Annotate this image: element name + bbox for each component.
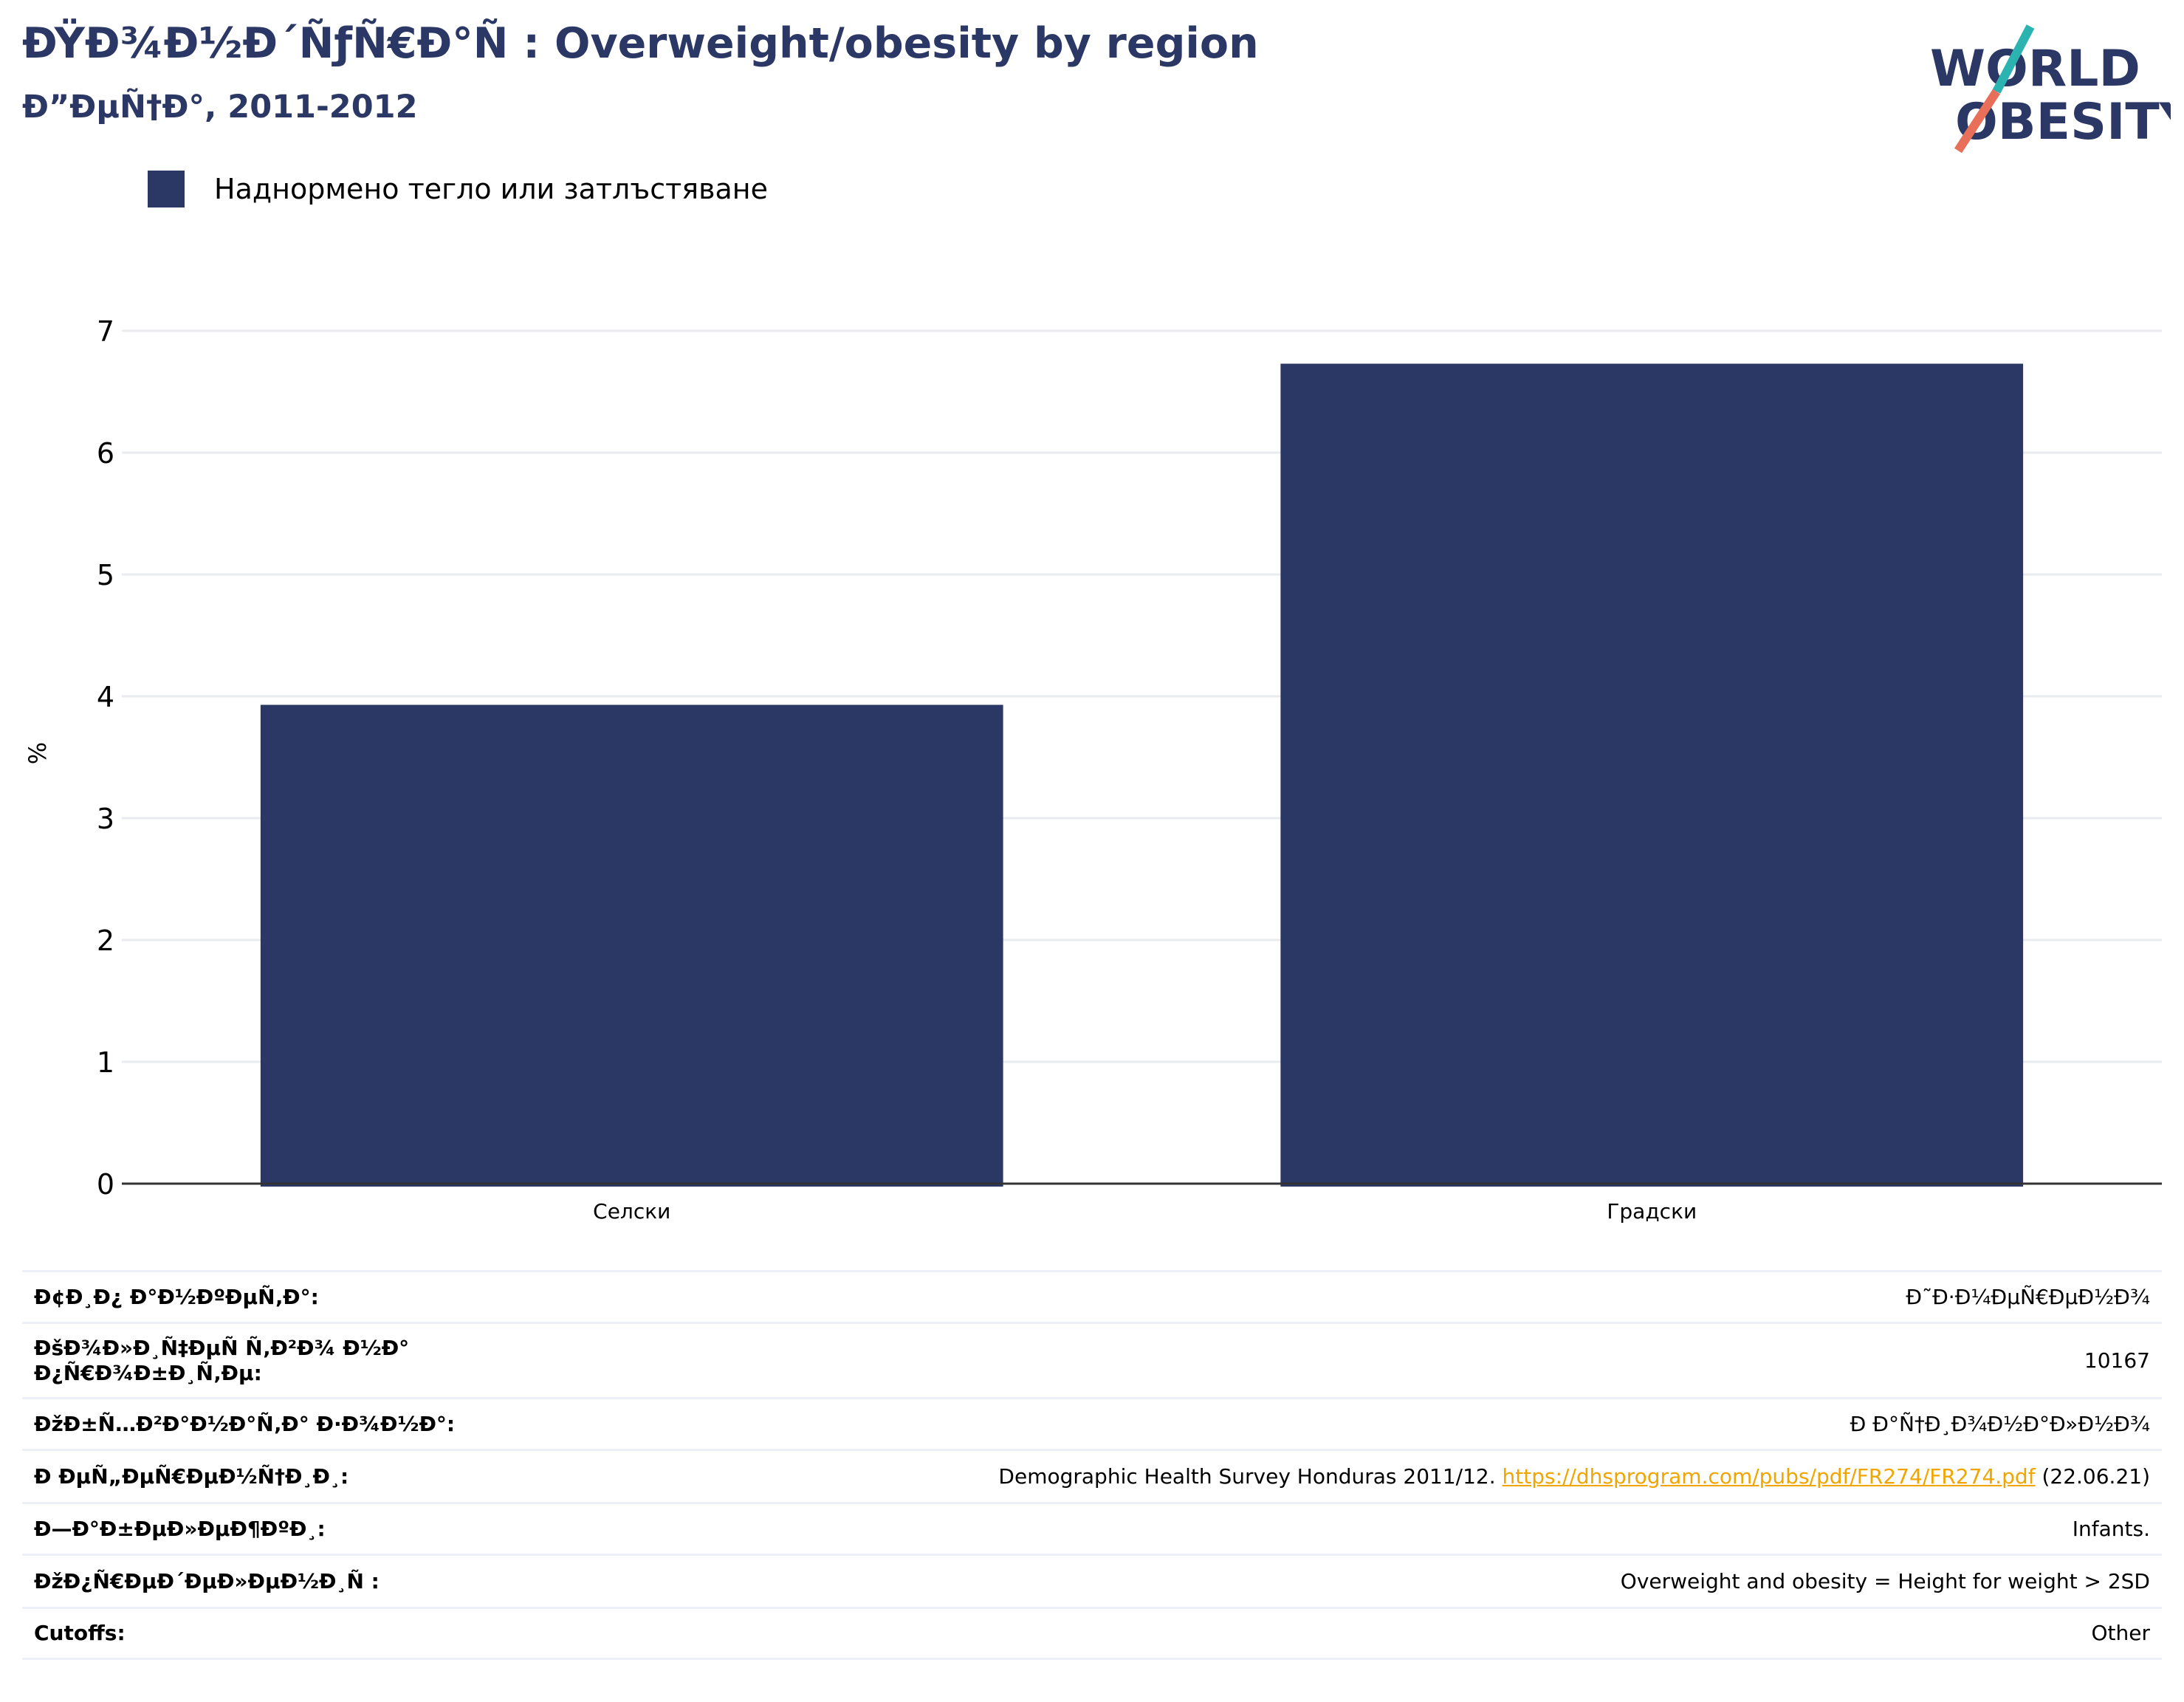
info-row: Ð—Ð°Ð±ÐµÐ»ÐµÐ¶ÐºÐ¸: Infants.: [22, 1502, 2162, 1554]
y-tick-label: 2: [97, 924, 114, 957]
legend: Наднормено тегло или затлъстяване: [148, 168, 768, 210]
info-label: ÐšÐ¾Ð»Ð¸Ñ‡ÐµÑ Ñ‚Ð²Ð¾ Ð½Ð° Ð¿Ñ€Ð¾Ð±Ð¸Ñ‚Ðµ…: [34, 1335, 410, 1385]
world-obesity-logo: WORLD OBESITY: [1930, 24, 2171, 154]
info-label: Cutoffs:: [34, 1621, 126, 1645]
reference-text: Demographic Health Survey Honduras 2011/…: [998, 1463, 1503, 1489]
logo-slash-bottom: [1954, 89, 2001, 154]
bars: [260, 363, 2024, 1187]
info-row: Ð ÐµÑ„ÐµÑ€ÐµÐ½Ñ†Ð¸Ð¸: Demographic Health …: [22, 1449, 2162, 1502]
info-value: Demographic Health Survey Honduras 2011/…: [998, 1464, 2150, 1489]
info-value: Ð Ð°Ñ†Ð¸Ð¾Ð½Ð°Ð»Ð½Ð¾: [1850, 1411, 2150, 1436]
chart-title: ÐŸÐ¾Ð½Ð´ÑƒÑ€Ð°Ñ : Overweight/obesity by …: [22, 19, 1259, 68]
info-table: Ð¢Ð¸Ð¿ Ð°Ð½ÐºÐµÑ‚Ð°: Ð˜Ð·Ð¼ÐµÑ€ÐµÐ½Ð¾ ÐšÐ¾…: [22, 1270, 2162, 1660]
y-tick-label: 7: [97, 315, 114, 348]
chart-subtitle: Ð”ÐµÑ†Ð°, 2011-2012: [22, 89, 418, 126]
y-tick-label: 6: [97, 437, 114, 470]
legend-label: Наднормено тегло или затлъстяване: [214, 173, 768, 205]
info-value: Ð˜Ð·Ð¼ÐµÑ€ÐµÐ½Ð¾: [1906, 1284, 2150, 1309]
y-tick-label: 4: [97, 681, 114, 713]
y-tick-label: 0: [97, 1168, 114, 1201]
x-tick-labels: Селски Градски: [593, 1199, 1697, 1224]
bar[interactable]: [1280, 363, 2024, 1187]
reference-date: (22.06.21): [2035, 1463, 2150, 1489]
info-row: ÐšÐ¾Ð»Ð¸Ñ‡ÐµÑ Ñ‚Ð²Ð¾ Ð½Ð° Ð¿Ñ€Ð¾Ð±Ð¸Ñ‚Ðµ…: [22, 1322, 2162, 1397]
legend-swatch[interactable]: [148, 171, 185, 207]
info-label: Ð¢Ð¸Ð¿ Ð°Ð½ÐºÐµÑ‚Ð°:: [34, 1284, 319, 1309]
y-tick-label: 3: [97, 803, 114, 835]
logo-slash-top: [1992, 24, 2035, 94]
logo-line1: WORLD: [1930, 40, 2140, 98]
info-label: Ð—Ð°Ð±ÐµÐ»ÐµÐ¶ÐºÐ¸:: [34, 1516, 326, 1541]
info-label: Ð ÐµÑ„ÐµÑ€ÐµÐ½Ñ†Ð¸Ð¸:: [34, 1463, 349, 1489]
info-value: Other: [2091, 1621, 2150, 1645]
x-tick-label: Селски: [593, 1199, 670, 1224]
bar[interactable]: [260, 704, 1003, 1187]
info-row: Cutoffs: Other: [22, 1607, 2162, 1660]
reference-link[interactable]: https://dhsprogram.com/pubs/pdf/FR274/FR…: [1502, 1463, 2036, 1489]
info-label: ÐžÐ±Ñ…Ð²Ð°Ð½Ð°Ñ‚Ð° Ð·Ð¾Ð½Ð°:: [34, 1411, 456, 1436]
info-value: Overweight and obesity = Height for weig…: [1620, 1568, 2150, 1593]
y-tick-label: 1: [97, 1046, 114, 1079]
info-row: ÐžÐ¿Ñ€ÐµÐ´ÐµÐ»ÐµÐ½Ð¸Ñ : Overweight and ob…: [22, 1554, 2162, 1607]
info-value: Infants.: [2072, 1516, 2150, 1541]
info-value: 10167: [2084, 1348, 2150, 1373]
info-row: ÐžÐ±Ñ…Ð²Ð°Ð½Ð°Ñ‚Ð° Ð·Ð¾Ð½Ð°: Ð Ð°Ñ†Ð¸Ð¾Ð½…: [22, 1397, 2162, 1449]
info-label: ÐžÐ¿Ñ€ÐµÐ´ÐµÐ»ÐµÐ½Ð¸Ñ :: [34, 1568, 380, 1593]
x-tick-label: Градски: [1607, 1199, 1697, 1224]
y-tick-labels: 0 1 2 3 4 5 6 7: [97, 315, 114, 1201]
y-tick-label: 5: [97, 559, 114, 591]
info-row: Ð¢Ð¸Ð¿ Ð°Ð½ÐºÐµÑ‚Ð°: Ð˜Ð·Ð¼ÐµÑ€ÐµÐ½Ð¾: [22, 1270, 2162, 1322]
bar-chart: 0 1 2 3 4 5 6 7 Селски Градски %: [24, 315, 2162, 1224]
y-axis-label: %: [24, 742, 52, 764]
